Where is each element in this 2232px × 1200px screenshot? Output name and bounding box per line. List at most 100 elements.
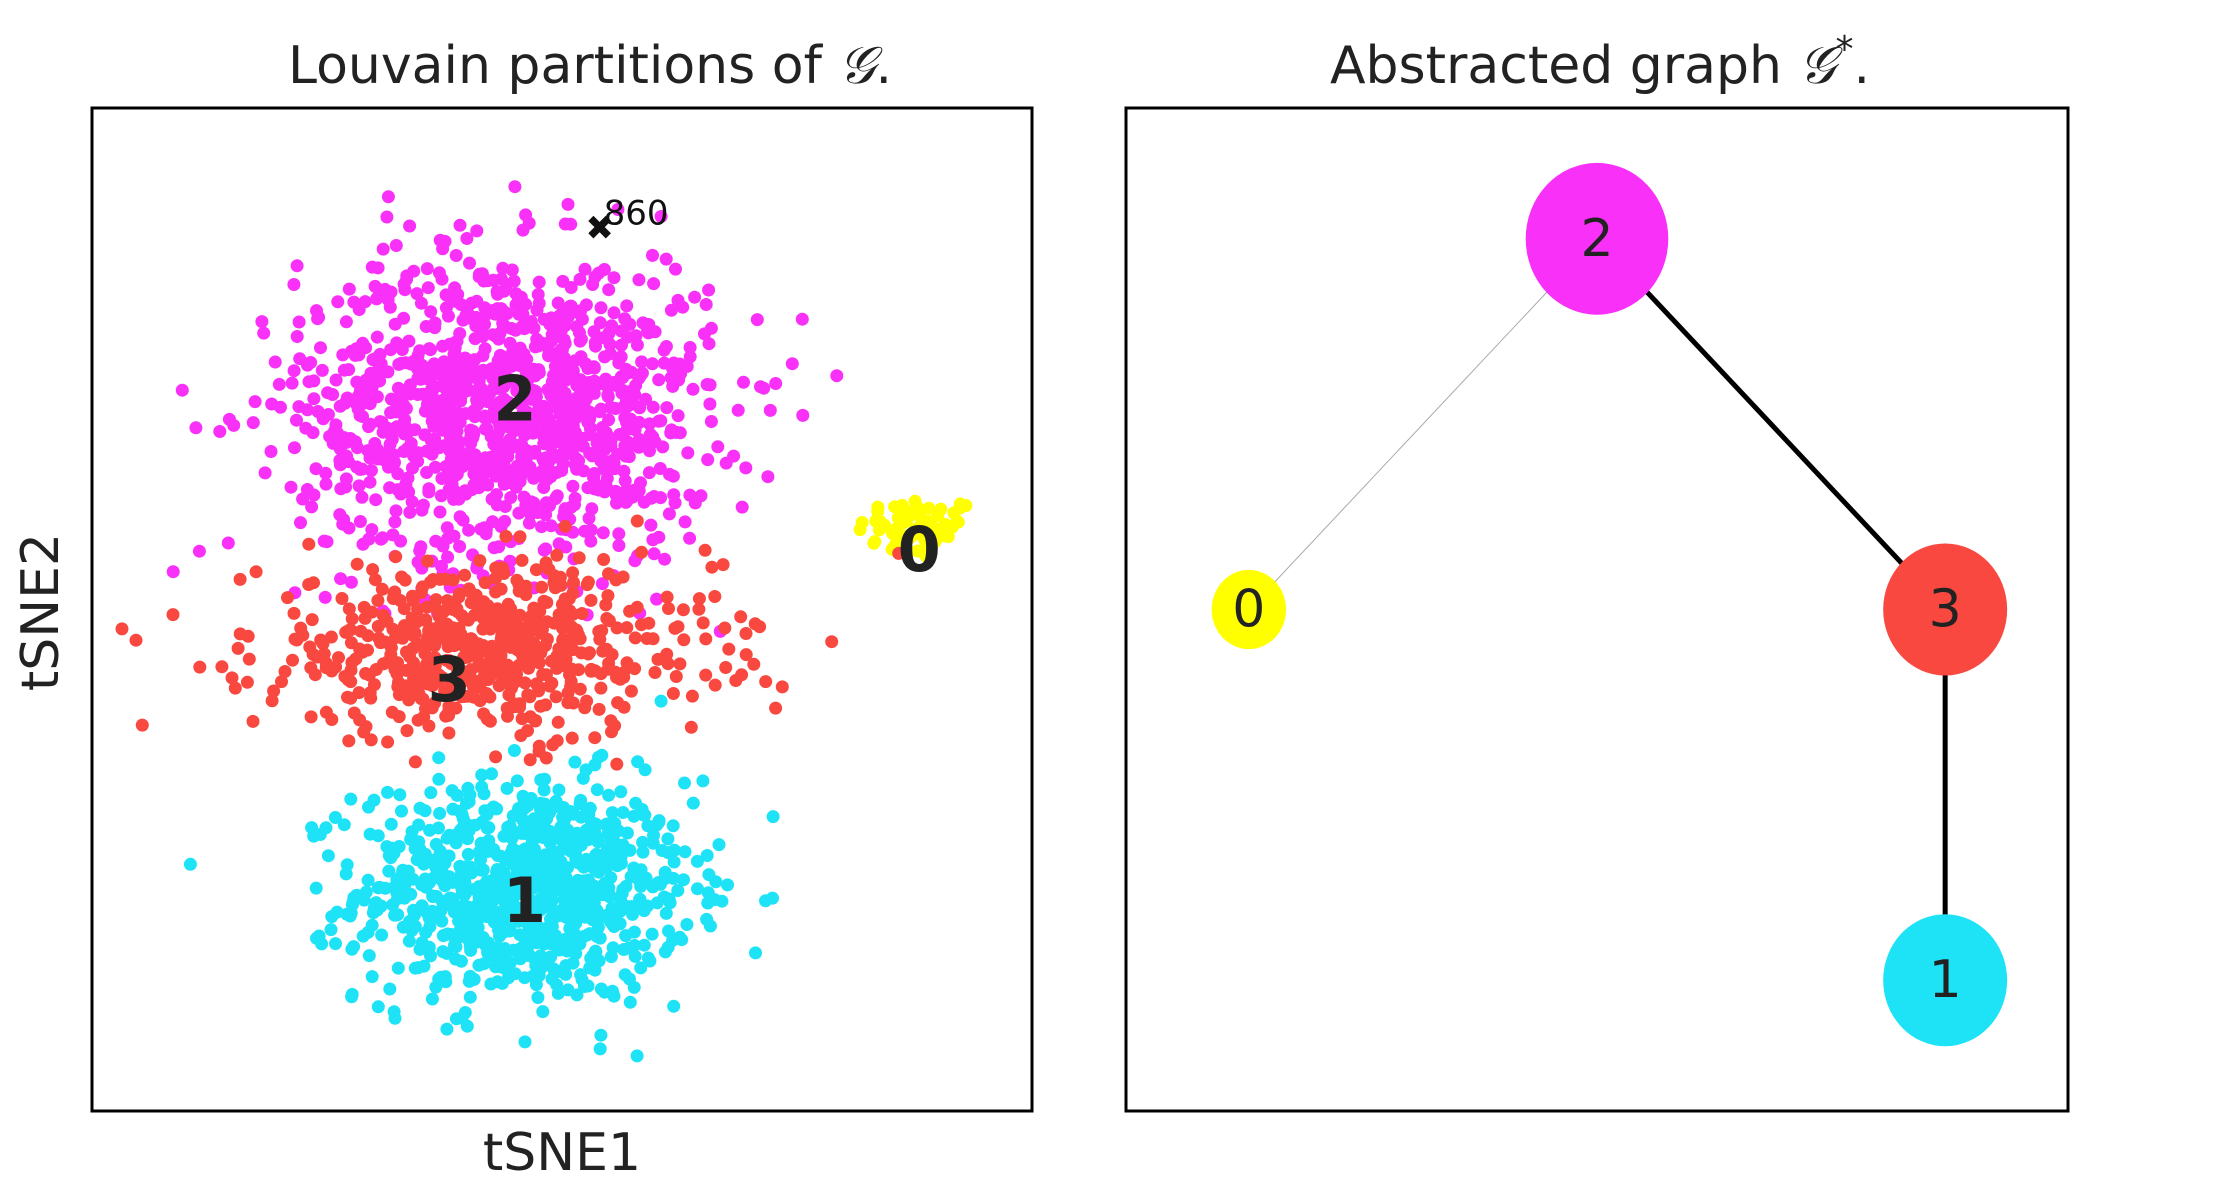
scatter-point-cluster-3 [278,665,292,678]
scatter-point-cluster-3 [428,696,442,710]
scatter-point-cluster-3 [389,550,403,564]
scatter-point-cluster-2 [494,366,508,380]
scatter-point-cluster-2 [688,290,702,304]
scatter-point-cluster-1 [410,853,424,867]
scatter-point-cluster-2 [657,343,671,357]
scatter-point-cluster-3 [635,545,648,559]
scatter-point-cluster-2 [439,288,453,302]
scatter-point-cluster-3 [719,661,733,674]
scatter-point-cluster-3 [609,573,623,587]
scatter-point-cluster-2 [284,480,298,494]
scatter-point-cluster-3 [534,699,548,713]
scatter-point-cluster-2 [476,330,490,343]
scatter-point-cluster-3 [342,734,356,748]
scatter-point-cluster-2 [540,429,554,443]
scatter-point-cluster-1 [429,860,443,874]
scatter-point-cluster-3 [246,714,260,728]
scatter-point-cluster-3 [512,658,526,672]
scatter-point-cluster-3 [518,676,532,690]
scatter-point-cluster-2 [558,319,572,333]
scatter-point-cluster-1 [357,893,371,907]
scatter-point-cluster-0 [888,500,902,514]
scatter-point-cluster-1 [362,949,376,963]
scatter-point-cluster-3 [329,660,343,674]
scatter-point-cluster-1 [481,936,495,950]
scatter-point-cluster-2 [518,448,532,462]
scatter-point-cluster-2 [386,528,400,542]
scatter-point-cluster-3 [536,668,550,681]
scatter-point-cluster-3 [478,576,492,590]
scatter-point-cluster-3 [446,573,460,587]
scatter-point-cluster-3 [446,621,460,635]
scatter-point-cluster-2 [663,467,676,481]
scatter-point-cluster-2 [294,516,307,530]
scatter-point-cluster-3 [660,590,674,604]
scatter-point-cluster-2 [574,373,587,387]
scatter-point-cluster-2 [323,429,337,443]
scatter-point-cluster-1 [411,961,425,975]
scatter-point-cluster-2 [415,358,429,372]
scatter-point-cluster-3 [400,724,414,738]
scatter-point-cluster-3 [406,641,420,655]
scatter-point-cluster-1 [594,1028,608,1042]
scatter-point-cluster-3 [692,592,706,606]
scatter-point-cluster-2 [517,462,531,476]
scatter-point-cluster-2 [383,300,397,314]
scatter-point-cluster-3 [344,675,358,689]
scatter-point-cluster-3 [630,600,644,614]
scatter-point-cluster-1 [485,767,498,781]
scatter-point-cluster-2 [442,482,456,496]
scatter-point-cluster-2 [683,531,697,545]
scatter-point-cluster-1 [382,864,396,878]
scatter-point-cluster-3 [602,614,616,628]
scatter-point-cluster-3 [422,719,436,733]
scatter-point-cluster-2 [477,274,491,288]
scatter-point-cluster-0 [931,508,945,522]
scatter-point-cluster-3 [555,598,569,611]
scatter-point-cluster-2 [359,341,373,355]
cluster-label-3: 3 [428,643,471,716]
graph-node-label-3: 3 [1929,580,1962,640]
graph-nodes: 0 1 2 3 [1211,162,2008,1047]
scatter-point-cluster-2 [405,495,419,509]
scatter-point-cluster-2 [632,433,646,447]
scatter-point-cluster-2 [761,470,775,484]
scatter-point-cluster-2 [646,430,660,444]
scatter-point-cluster-2 [410,287,424,301]
scatter-point-cluster-3 [408,626,422,640]
scatter-point-cluster-2 [402,334,416,348]
scatter-point-cluster-1 [340,907,354,921]
scatter-point-cluster-1 [337,818,351,832]
cluster-label-0: 0 [898,513,941,586]
scatter-point-cluster-3 [630,514,644,528]
scatter-point-cluster-2 [510,440,524,454]
scatter-point-cluster-1 [462,933,476,947]
scatter-point-cluster-3 [265,694,279,708]
scatter-point-cluster-1 [401,866,415,879]
scatter-point-cluster-2 [605,319,619,333]
scatter-point-cluster-2 [380,210,394,224]
scatter-point-cluster-2 [519,208,533,222]
scatter-point-cluster-2 [561,197,575,211]
scatter-point-cluster-2 [529,390,543,404]
scatter-point-cluster-2 [552,346,566,360]
scatter-point-cluster-3 [599,598,613,612]
scatter-point-cluster-2 [699,298,713,311]
scatter-point-cluster-2 [381,190,395,204]
scatter-point-cluster-3 [567,576,580,589]
scatter-point-cluster-3 [513,608,527,622]
scatter-point-cluster-3 [532,656,546,670]
annotation-label: 860 [604,193,669,233]
scatter-point-cluster-0 [878,518,892,532]
scatter-point-cluster-1 [510,774,524,788]
scatter-point-cluster-1 [627,861,641,875]
scatter-point-cluster-1 [365,970,379,984]
scatter-point-cluster-1 [356,929,370,943]
scatter-point-cluster-2 [483,455,497,468]
scatter-point-cluster-3 [485,639,499,653]
scatter-point-cluster-3 [341,690,354,704]
scatter-point-cluster-1 [661,832,675,846]
scatter-point-cluster-3 [228,681,242,695]
scatter-point-cluster-3 [489,571,503,585]
scatter-point-cluster-3 [580,694,594,708]
